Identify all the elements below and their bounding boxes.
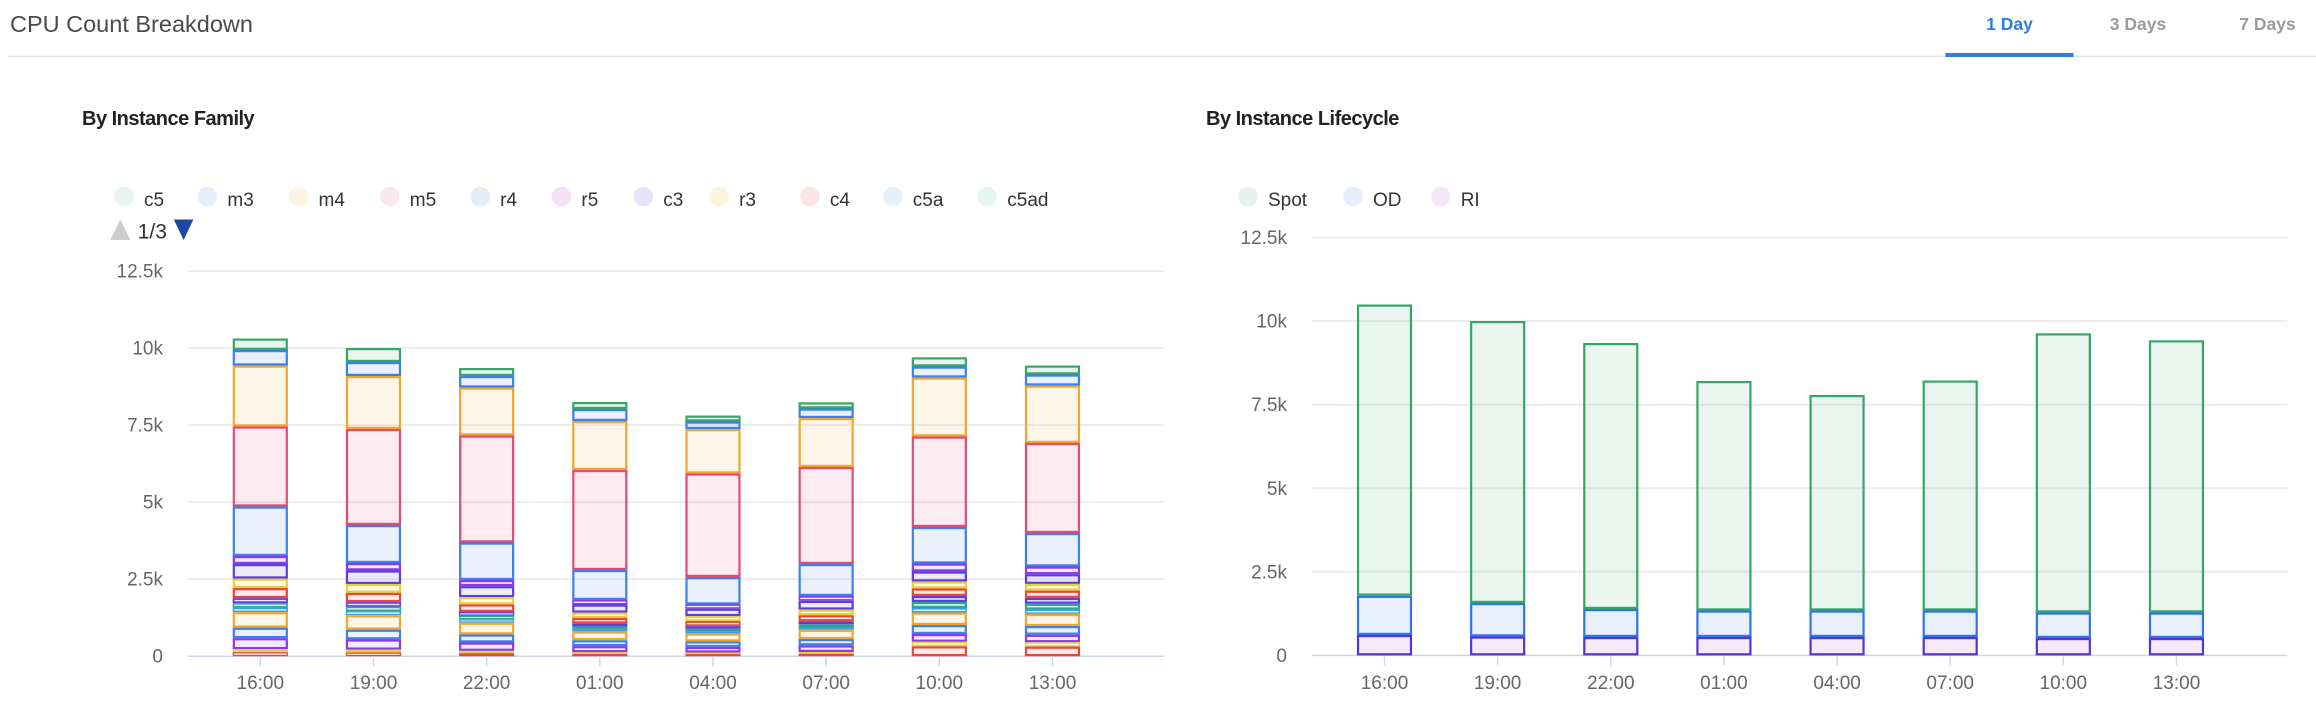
svg-text:12.5k: 12.5k — [1241, 228, 1288, 249]
svg-text:1 Day: 1 Day — [1986, 14, 2033, 34]
svg-text:7 Days: 7 Days — [2239, 14, 2296, 34]
svg-text:7.5k: 7.5k — [1251, 395, 1287, 416]
svg-text:04:00: 04:00 — [689, 673, 737, 694]
svg-text:22:00: 22:00 — [463, 673, 511, 694]
svg-text:22:00: 22:00 — [1587, 673, 1635, 694]
svg-text:c5a: c5a — [913, 190, 944, 211]
svg-text:By Instance Family: By Instance Family — [82, 108, 256, 130]
svg-text:0: 0 — [1276, 646, 1287, 667]
svg-text:16:00: 16:00 — [1361, 673, 1409, 694]
svg-text:r3: r3 — [739, 190, 756, 211]
svg-text:13:00: 13:00 — [2153, 673, 2201, 694]
svg-text:2.5k: 2.5k — [127, 570, 163, 591]
svg-text:16:00: 16:00 — [237, 673, 285, 694]
svg-text:OD: OD — [1373, 190, 1402, 211]
svg-text:By Instance Lifecycle: By Instance Lifecycle — [1206, 108, 1399, 130]
svg-text:CPU Count Breakdown: CPU Count Breakdown — [10, 11, 253, 37]
svg-text:RI: RI — [1461, 190, 1480, 211]
svg-text:3 Days: 3 Days — [2110, 14, 2167, 34]
svg-text:10k: 10k — [132, 339, 163, 360]
svg-text:m4: m4 — [319, 190, 346, 211]
svg-text:m5: m5 — [410, 190, 436, 211]
svg-text:01:00: 01:00 — [576, 673, 624, 694]
svg-text:Spot: Spot — [1268, 190, 1308, 211]
svg-text:5k: 5k — [143, 493, 164, 514]
svg-text:10:00: 10:00 — [2040, 673, 2088, 694]
svg-text:7.5k: 7.5k — [127, 416, 163, 437]
svg-text:5k: 5k — [1267, 479, 1288, 500]
svg-text:c5ad: c5ad — [1007, 190, 1048, 211]
svg-text:c5: c5 — [144, 190, 164, 211]
svg-text:07:00: 07:00 — [1926, 673, 1974, 694]
svg-text:01:00: 01:00 — [1700, 673, 1748, 694]
svg-text:10k: 10k — [1256, 312, 1287, 333]
svg-text:c3: c3 — [663, 190, 683, 211]
svg-text:c4: c4 — [830, 190, 851, 211]
svg-text:10:00: 10:00 — [916, 673, 964, 694]
svg-text:19:00: 19:00 — [1474, 673, 1522, 694]
svg-text:1/3: 1/3 — [138, 221, 167, 244]
svg-text:04:00: 04:00 — [1813, 673, 1861, 694]
svg-text:r5: r5 — [581, 190, 598, 211]
svg-text:0: 0 — [152, 647, 163, 668]
svg-text:19:00: 19:00 — [350, 673, 398, 694]
svg-text:2.5k: 2.5k — [1251, 562, 1287, 583]
svg-text:13:00: 13:00 — [1029, 673, 1077, 694]
svg-text:r4: r4 — [500, 190, 517, 211]
svg-text:12.5k: 12.5k — [117, 262, 164, 283]
svg-text:07:00: 07:00 — [802, 673, 850, 694]
svg-text:m3: m3 — [227, 190, 253, 211]
